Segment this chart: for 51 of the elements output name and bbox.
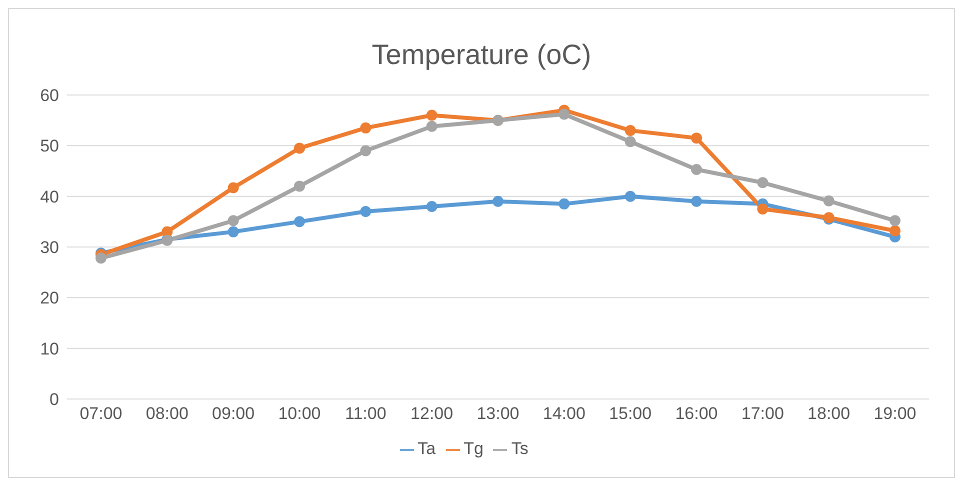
point: [823, 195, 834, 206]
point: [228, 226, 239, 238]
point: [492, 196, 504, 207]
x-tick-label: 07:00: [80, 404, 122, 424]
x-tick-label: 10:00: [278, 404, 321, 424]
point: [691, 164, 702, 175]
x-tick-label: 19:00: [874, 404, 916, 424]
x-tick-label: 17:00: [741, 404, 784, 424]
point: [294, 180, 305, 192]
y-tick-label: 40: [40, 187, 59, 206]
y-tick-label: 0: [50, 390, 59, 410]
point: [890, 215, 900, 226]
point: [757, 204, 768, 214]
point: [691, 132, 702, 144]
chart-title: Temperature (oC): [370, 39, 592, 72]
x-tick-label: 13:00: [476, 404, 520, 424]
point: [228, 182, 239, 194]
x-tick-label: 15:00: [609, 404, 652, 424]
x-tick-label: 11:00: [345, 404, 386, 424]
x-tick-label: 12:00: [410, 404, 454, 424]
point: [294, 216, 305, 228]
point: [426, 120, 438, 132]
point: [890, 225, 900, 236]
point: [624, 124, 636, 136]
y-tick-label: 60: [40, 86, 59, 106]
x-tick-label: 16:00: [675, 404, 718, 424]
x-tick-label: 08:00: [146, 404, 188, 424]
y-tick-label: 50: [40, 136, 59, 156]
point: [228, 215, 239, 226]
point: [558, 108, 570, 120]
legend-label: Ta: [418, 439, 436, 458]
y-tick-label: 10: [40, 339, 59, 358]
x-tick-label: 09:00: [212, 404, 255, 424]
point: [96, 252, 106, 264]
point: [624, 136, 636, 148]
point: [294, 142, 305, 154]
legend-label: Ts: [511, 439, 528, 458]
y-tick-label: 30: [40, 238, 59, 258]
x-tick-label: 18:00: [808, 404, 850, 424]
point: [426, 200, 438, 212]
point: [360, 122, 372, 134]
legend-label: Tg: [464, 439, 484, 458]
point: [360, 206, 372, 218]
point: [360, 145, 372, 156]
point: [558, 198, 570, 210]
point: [757, 177, 768, 188]
y-tick-label: 20: [40, 288, 59, 308]
x-tick-label: 14:00: [542, 404, 586, 424]
point: [426, 110, 438, 121]
point: [691, 196, 702, 207]
point: [624, 190, 636, 202]
